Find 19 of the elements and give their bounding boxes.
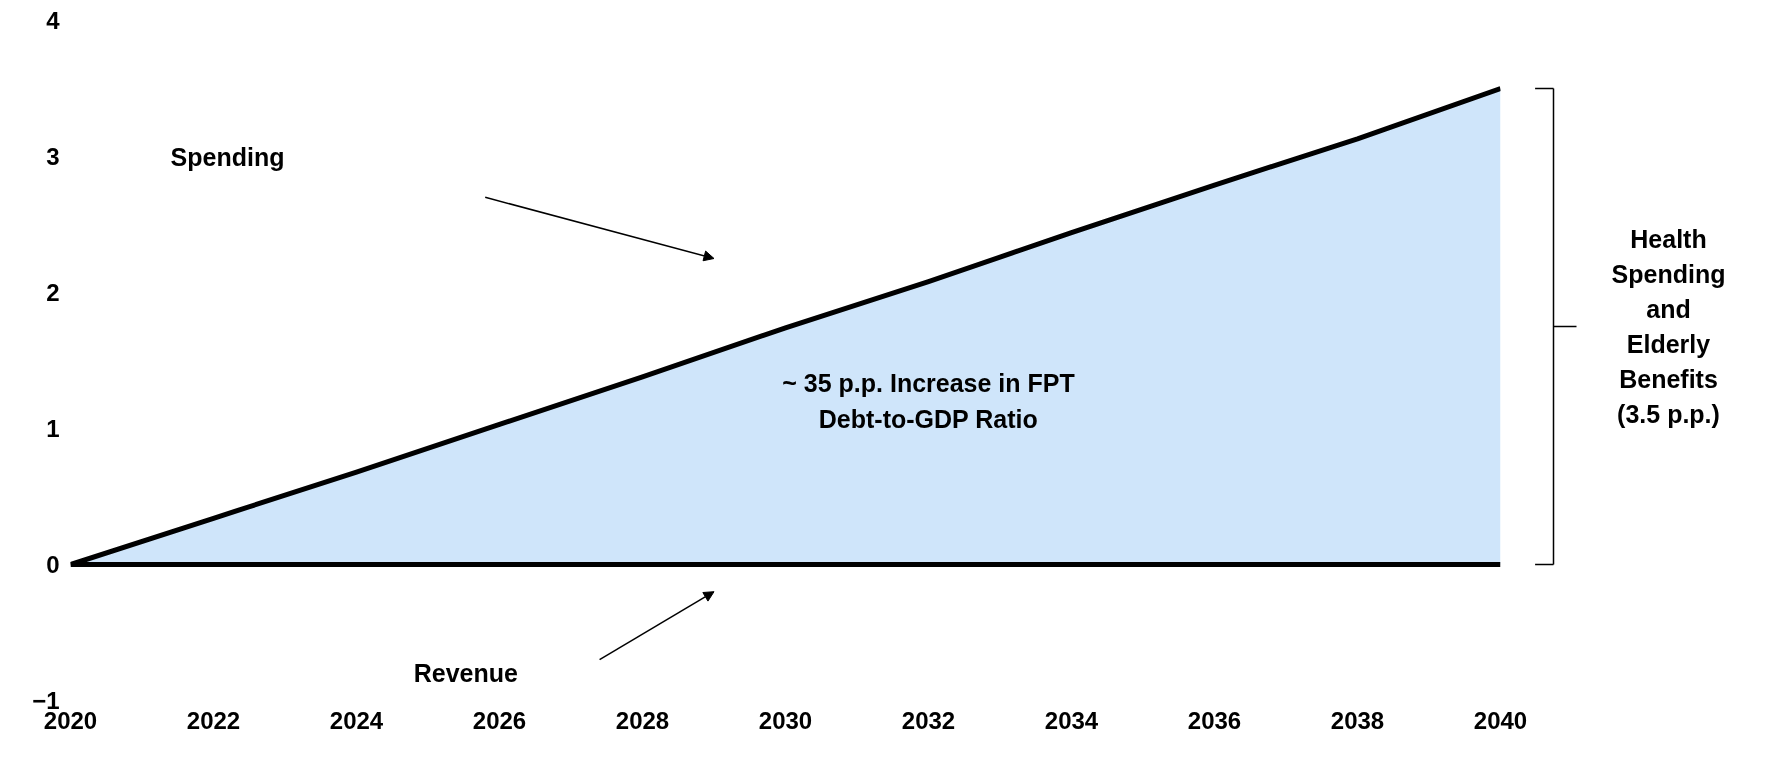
x-tick-label: 2034 [1044,706,1099,734]
annotation: ~ 35 p.p. Increase in FPT Debt-to-GDP Ratio [782,369,1075,434]
y-tick-label: 1 [46,415,60,442]
y-tick-label: 3 [46,143,60,170]
y-tick-label: 2 [46,279,60,306]
x-tick-label: 2026 [472,706,527,734]
x-tick-label: 2030 [758,706,813,734]
x-tick-label: 2036 [1187,706,1242,734]
x-tick-label: 2024 [329,706,384,734]
y-tick-label: 4 [46,7,61,34]
x-tick-label: 2032 [901,706,956,734]
x-tick-label: 2028 [615,706,670,734]
text: Health Spending and Elderly Benefits (3.5 p.p.) [1611,225,1726,428]
annotation: Revenue [413,659,519,688]
x-tick-label: 2040 [1473,706,1528,734]
x-tick-label: 2022 [186,706,241,734]
x-tick-label: 2038 [1330,706,1385,734]
y-tick-label: 0 [46,551,60,578]
annotation: Spending [170,142,285,171]
